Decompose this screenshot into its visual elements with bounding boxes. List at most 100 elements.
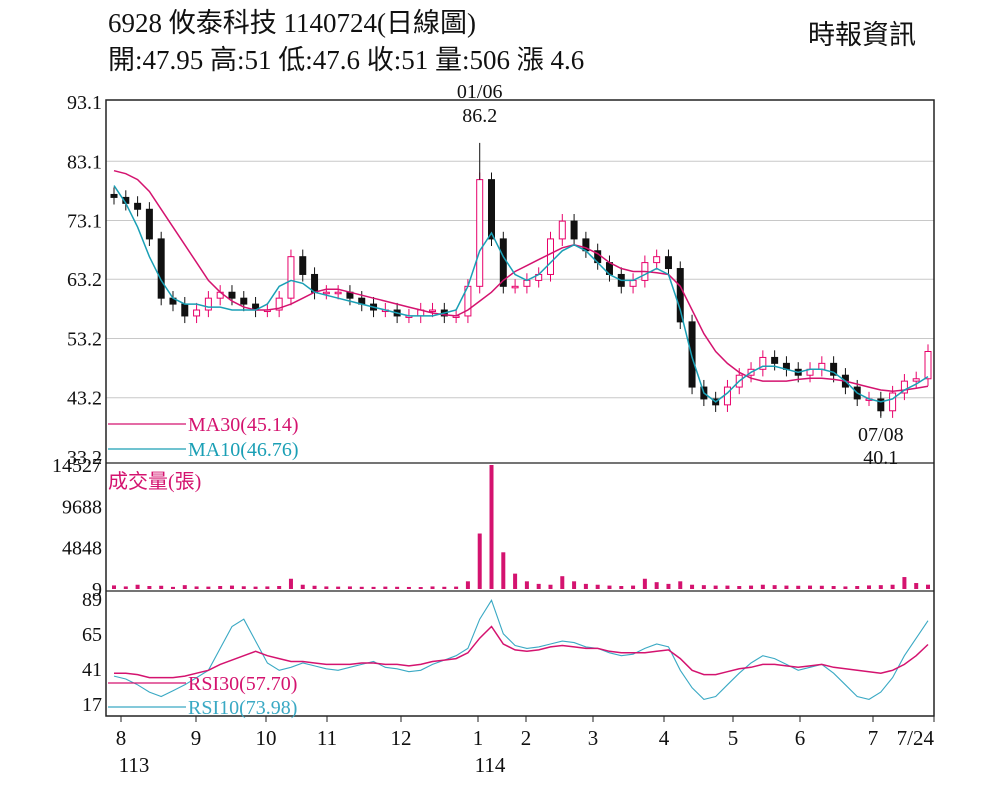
volume-tick-label: 4848 [62,538,102,560]
volume-bar [536,583,541,589]
candle-body [145,208,153,240]
candle-body [181,303,189,317]
volume-bar [489,465,494,589]
volume-bar [406,586,411,589]
source-label: 時報資訊 [808,20,916,50]
candle-body [924,351,932,380]
candle-body [240,297,248,305]
volume-bar [560,576,565,589]
rsi10-legend-label: RSI10(73.98) [188,697,297,719]
volume-bar [926,584,930,589]
candle-body [771,356,779,364]
volume-bar [465,581,470,589]
volume-bar [253,586,258,589]
volume-bar [336,586,341,589]
candle-body [653,256,661,264]
rsi30-line [114,625,929,679]
candle-body [889,392,897,412]
volume-bar [808,585,813,589]
volume-title: 成交量(張) [108,470,201,493]
volume-bar [229,585,234,589]
axes [105,99,935,722]
volume-bar [218,586,223,589]
volume-tick-label: 9688 [62,496,102,518]
candle-body [511,285,519,289]
rsi30-legend-label: RSI30(57.70) [188,673,297,695]
volume-bar [524,581,529,589]
rsi-tick-label: 65 [82,624,102,646]
volume-bar [583,583,588,589]
rsi-tick-label: 41 [82,659,102,681]
volume-bar [701,585,706,589]
volume-bar [170,586,175,589]
candle-body [275,297,283,311]
low-annotation-value: 40.1 [863,447,898,469]
candle-body [546,238,554,275]
volume-bar [631,585,636,589]
candle-body [287,256,295,299]
volume-bar [607,585,612,589]
ma10-line [113,185,929,403]
price-tick-label: 83.1 [67,151,102,173]
price-tick-label: 63.2 [67,269,102,291]
volume-bar [147,586,152,589]
volume-bar [855,586,860,589]
volume-bar [678,581,683,589]
candle-body [629,279,637,287]
candle-body [322,291,330,295]
volume-bar [395,586,400,589]
volume-bar [642,578,647,589]
volume-bar [819,585,824,589]
volume-bar [442,586,447,589]
volume-bar [914,583,919,589]
candle-body [558,220,566,240]
quote-line: 開:47.95 高:51 低:47.6 收:51 量:506 漲 4.6 [108,45,585,75]
price-panel [110,142,932,418]
candle-body [476,179,484,287]
volume-bar [654,582,659,589]
x-month-label: 11 [317,726,337,750]
chart-frame [105,99,935,717]
volume-bar [135,584,140,589]
candle-body [523,279,531,287]
candle-body [429,309,437,313]
volume-bar [324,586,329,589]
volume-bar [194,586,199,589]
volume-bar [501,552,506,589]
price-tick-label: 33.2 [67,447,102,469]
candle-body [110,193,118,198]
volume-bar [548,584,553,589]
candle-body [818,362,826,370]
volume-bar [890,584,895,589]
high-annotation-value: 86.2 [462,105,497,127]
volume-bar [902,577,907,589]
x-month-label: 4 [659,726,670,750]
x-month-label: 12 [391,726,412,750]
volume-bar [725,585,730,589]
chart-title: 6928 攸泰科技 1140724(日線圖) [108,8,476,38]
x-month-label: 6 [795,726,806,750]
candle-body [664,256,672,270]
volume-bar [867,585,872,589]
candle-body [488,179,496,240]
low-annotation-date: 07/08 [858,424,904,446]
price-tick-label: 53.2 [67,328,102,350]
volume-bar [831,586,836,589]
volume-bar [454,586,459,589]
candle-body [570,220,578,240]
x-month-label: 10 [256,726,277,750]
candle-body [830,362,838,376]
ma30-legend-label: MA30(45.14) [188,414,299,436]
candle-body [134,202,142,210]
rsi-tick-label: 17 [82,694,102,716]
x-month-label: 7 [868,726,879,750]
volume-bar [713,585,718,589]
candle-body [334,291,342,295]
candle-body [900,380,908,394]
volume-bar [347,586,352,589]
rsi-tick-label: 89 [82,589,102,611]
volume-bar [383,586,388,589]
volume-bar [288,578,293,589]
